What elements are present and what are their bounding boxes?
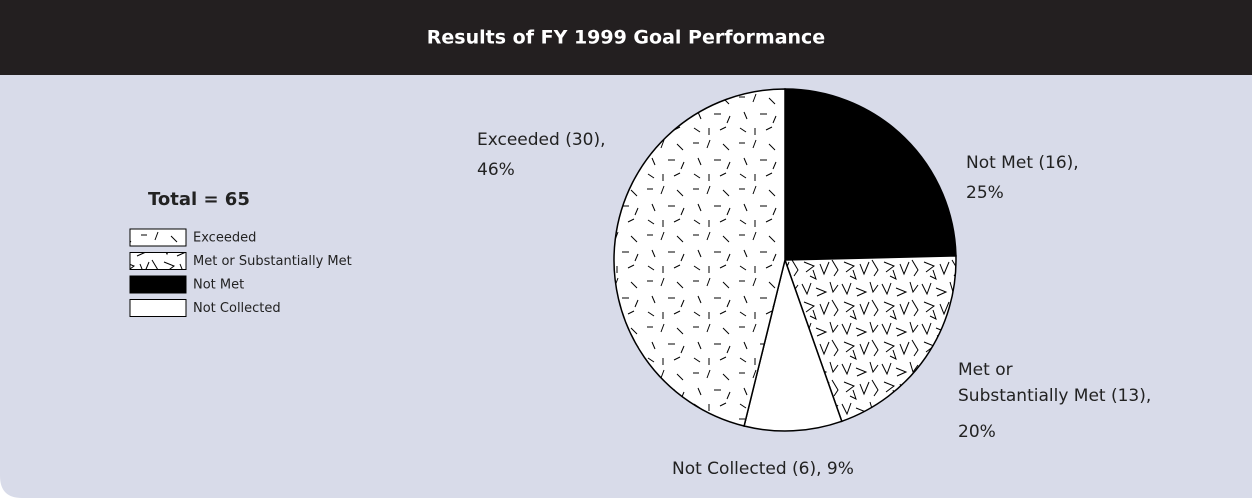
slice-label: 25% [966, 183, 1004, 203]
slice-label: Not Collected (6), 9% [672, 459, 854, 479]
legend-label: Not Collected [193, 301, 281, 316]
legend-swatch [129, 275, 187, 294]
legend-label: Exceeded [193, 231, 256, 246]
slice-label: 46% [477, 160, 515, 180]
slice-label: Met or [958, 360, 1013, 380]
pie-slice [784, 88, 957, 261]
total-label: Total = 65 [148, 189, 250, 210]
chart-title: Results of FY 1999 Goal Performance [427, 27, 825, 49]
slice-label: 20% [958, 422, 996, 442]
pie-slice [613, 88, 786, 427]
legend-label: Not Met [193, 278, 244, 293]
slice-label: Exceeded (30), [477, 130, 606, 150]
slice-label: Substantially Met (13), [958, 386, 1151, 406]
pie-slice [743, 257, 843, 432]
legend-swatch [129, 299, 187, 317]
header [0, 0, 1252, 75]
legend-swatch [129, 228, 187, 247]
legend-swatch [129, 252, 187, 270]
slice-label: Not Met (16), [966, 153, 1079, 173]
legend-label: Met or Substantially Met [193, 254, 352, 269]
